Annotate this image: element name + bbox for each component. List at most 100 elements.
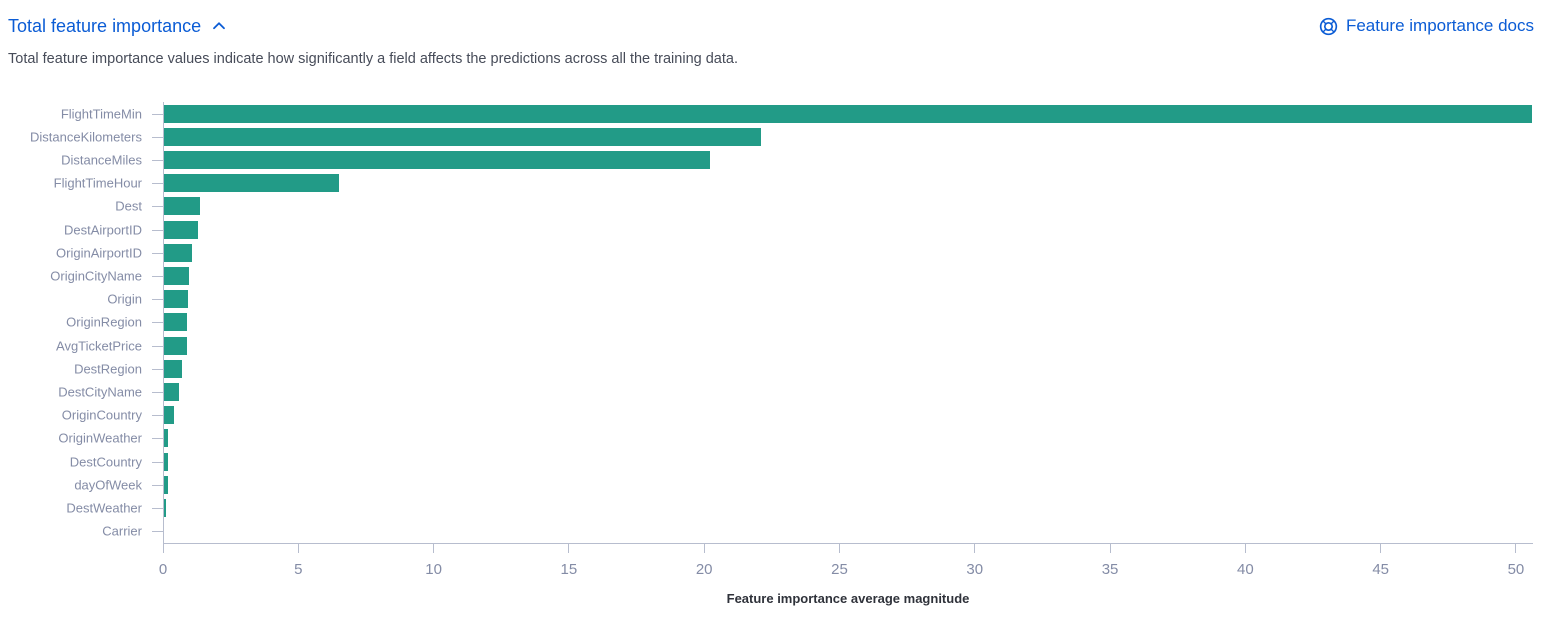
y-axis-tick bbox=[152, 322, 163, 324]
feature-importance-bar[interactable] bbox=[163, 359, 183, 378]
y-axis-label: Dest bbox=[115, 198, 142, 214]
y-axis-label: DistanceMiles bbox=[61, 152, 142, 168]
chart-row: DestRegion bbox=[0, 357, 1542, 380]
section-title: Total feature importance bbox=[8, 15, 202, 36]
feature-importance-bar[interactable] bbox=[163, 150, 710, 169]
y-axis-label: OriginCountry bbox=[61, 407, 142, 423]
chart-row: OriginCityName bbox=[0, 264, 1542, 287]
feature-importance-bar[interactable] bbox=[163, 452, 168, 471]
x-axis-tick-label: 35 bbox=[1101, 560, 1119, 578]
chart-row: FlightTimeHour bbox=[0, 172, 1542, 195]
x-axis-tick bbox=[162, 542, 164, 553]
feature-importance-bar[interactable] bbox=[163, 429, 169, 448]
chart-row: OriginWeather bbox=[0, 427, 1542, 450]
x-axis-tick-label: 10 bbox=[425, 560, 442, 578]
chart-row: DestAirportID bbox=[0, 218, 1542, 241]
x-axis-line bbox=[163, 542, 1533, 544]
y-axis-tick bbox=[152, 484, 163, 486]
y-axis-tick bbox=[152, 183, 163, 185]
y-axis-tick bbox=[152, 368, 163, 370]
x-axis-tick-label: 15 bbox=[560, 560, 578, 578]
feature-importance-bar[interactable] bbox=[163, 313, 188, 332]
feature-importance-bar[interactable] bbox=[163, 406, 175, 425]
y-axis-tick bbox=[152, 345, 163, 347]
y-axis-label: DistanceKilometers bbox=[30, 129, 142, 145]
x-axis-tick bbox=[1244, 542, 1246, 553]
y-axis-label: DestAirportID bbox=[63, 222, 142, 238]
x-axis-tick bbox=[974, 542, 976, 553]
x-axis-tick bbox=[1515, 542, 1517, 553]
chart-row: Carrier bbox=[0, 520, 1542, 543]
feature-importance-bar[interactable] bbox=[163, 498, 166, 517]
x-axis-tick-label: 45 bbox=[1372, 560, 1389, 578]
chart-row: DestCountry bbox=[0, 450, 1542, 473]
y-axis-label: DestCountry bbox=[69, 454, 142, 470]
y-axis-label: FlightTimeHour bbox=[53, 175, 142, 191]
y-axis-label: dayOfWeek bbox=[74, 477, 142, 493]
docs-link-label: Feature importance docs bbox=[1345, 16, 1534, 35]
chart-row: Dest bbox=[0, 195, 1542, 218]
y-axis-tick bbox=[152, 136, 163, 138]
y-axis-label: OriginAirportID bbox=[56, 245, 142, 261]
feature-importance-bar[interactable] bbox=[163, 336, 187, 355]
y-axis-label: DestRegion bbox=[74, 361, 142, 377]
x-axis-tick-label: 30 bbox=[966, 560, 984, 578]
y-axis-tick bbox=[152, 159, 163, 161]
feature-importance-bar[interactable] bbox=[163, 220, 199, 239]
y-axis-line bbox=[163, 102, 164, 543]
feature-importance-chart: FlightTimeMin DistanceKilometers DistanceM… bbox=[0, 102, 1542, 618]
y-axis-tick bbox=[152, 507, 163, 509]
x-axis-title: Feature importance average magnitude bbox=[726, 590, 970, 606]
y-axis-tick bbox=[152, 391, 163, 393]
x-axis-tick-label: 25 bbox=[831, 560, 848, 578]
x-axis-tick bbox=[297, 542, 299, 553]
chart-row: DistanceKilometers bbox=[0, 125, 1542, 148]
section-description: Total feature importance values indicate… bbox=[8, 51, 738, 67]
y-axis-tick bbox=[152, 415, 163, 417]
chart-row: OriginCountry bbox=[0, 404, 1542, 427]
feature-importance-bar[interactable] bbox=[163, 197, 200, 216]
section-collapse-toggle[interactable]: Total feature importance bbox=[8, 16, 227, 37]
x-axis-tick-label: 5 bbox=[294, 560, 303, 578]
y-axis-label: OriginCityName bbox=[50, 268, 142, 284]
y-axis-label: FlightTimeMin bbox=[60, 106, 142, 122]
feature-importance-bar[interactable] bbox=[163, 290, 189, 309]
panel-header: Total feature importance Feature importa… bbox=[8, 12, 1534, 40]
chart-row: DestCityName bbox=[0, 380, 1542, 403]
chart-row: Origin bbox=[0, 288, 1542, 311]
chart-row: dayOfWeek bbox=[0, 473, 1542, 496]
y-axis-tick bbox=[152, 299, 163, 301]
feature-importance-bar[interactable] bbox=[163, 266, 189, 285]
y-axis-tick bbox=[152, 275, 163, 277]
chart-row: FlightTimeMin bbox=[0, 102, 1542, 125]
feature-importance-bar[interactable] bbox=[163, 243, 192, 262]
y-axis-label: OriginWeather bbox=[58, 430, 142, 446]
chevron-up-icon bbox=[211, 18, 227, 34]
x-axis-tick bbox=[703, 542, 705, 553]
y-axis-tick bbox=[152, 206, 163, 208]
y-axis-label: AvgTicketPrice bbox=[56, 338, 142, 354]
chart-row: AvgTicketPrice bbox=[0, 334, 1542, 357]
y-axis-tick bbox=[152, 461, 163, 463]
feature-importance-bar[interactable] bbox=[163, 382, 180, 401]
feature-importance-bar[interactable] bbox=[163, 475, 168, 494]
y-axis-tick bbox=[152, 438, 163, 440]
x-axis-tick bbox=[838, 542, 840, 553]
x-axis-tick-label: 50 bbox=[1507, 560, 1525, 578]
y-axis-tick bbox=[152, 113, 163, 115]
life-buoy-help-icon bbox=[1319, 17, 1338, 36]
y-axis-label: Origin bbox=[107, 291, 142, 307]
feature-importance-bar[interactable] bbox=[163, 174, 339, 193]
y-axis-label: DestCityName bbox=[58, 384, 142, 400]
x-axis-tick-label: 0 bbox=[158, 560, 168, 578]
x-axis-tick bbox=[1380, 542, 1382, 553]
y-axis-label: DestWeather bbox=[66, 500, 142, 516]
chart-row: OriginRegion bbox=[0, 311, 1542, 334]
y-axis-tick bbox=[152, 531, 163, 533]
x-axis-tick bbox=[568, 542, 570, 553]
feature-importance-bar[interactable] bbox=[163, 127, 761, 146]
y-axis-label: Carrier bbox=[102, 523, 142, 539]
feature-importance-bar[interactable] bbox=[163, 104, 1533, 123]
x-axis-tick bbox=[1109, 542, 1111, 553]
feature-importance-docs-link[interactable]: Feature importance docs bbox=[1319, 16, 1534, 36]
